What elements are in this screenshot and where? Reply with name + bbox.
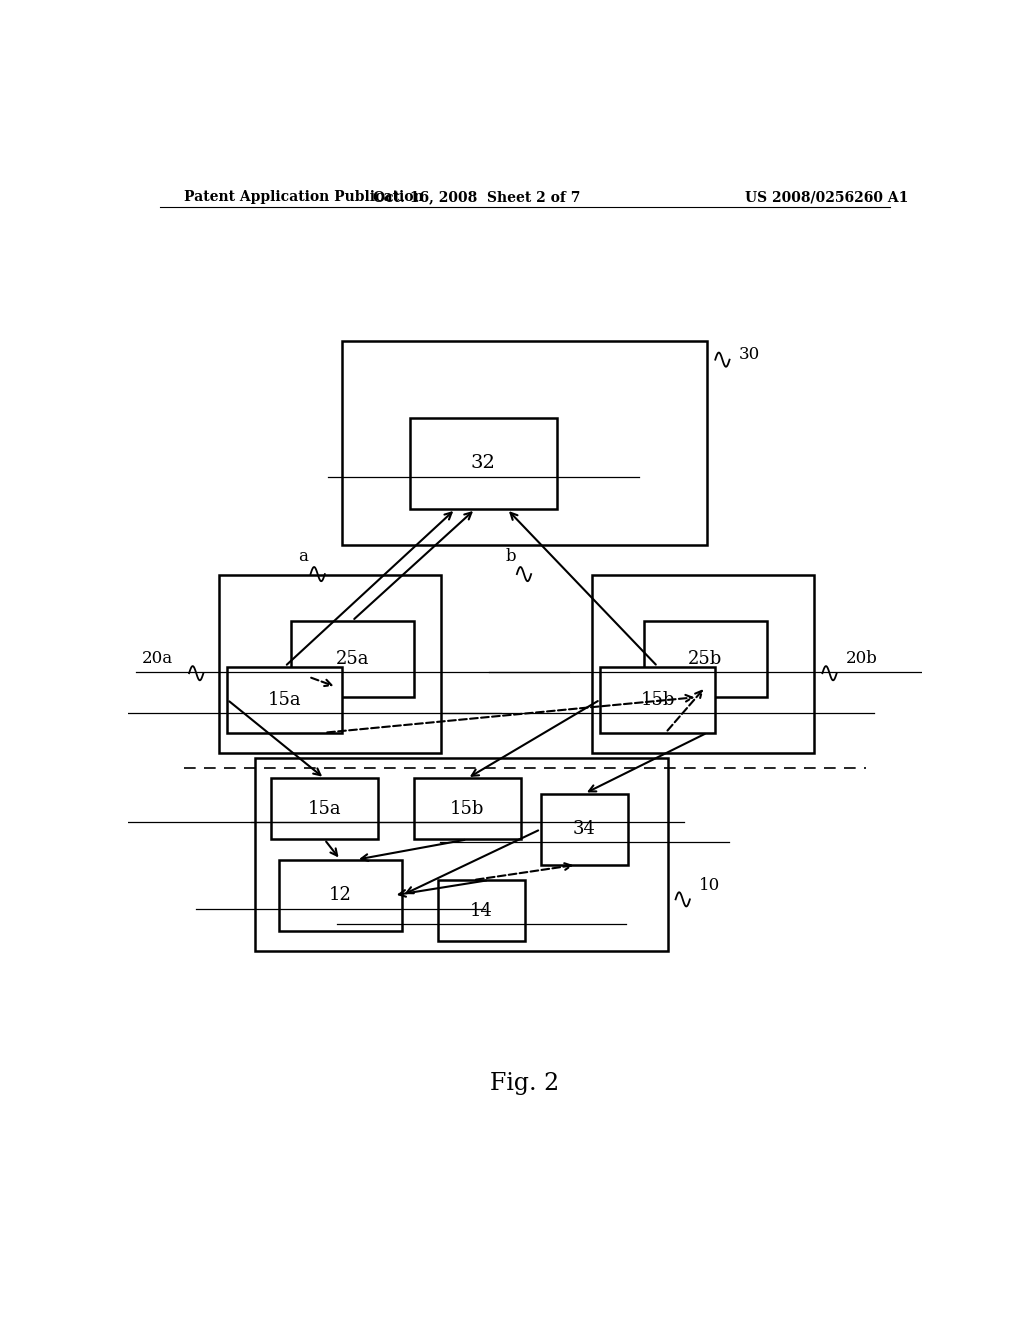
Bar <box>219 576 441 752</box>
Bar <box>227 667 342 733</box>
Text: 20a: 20a <box>142 651 173 668</box>
Bar <box>437 880 524 941</box>
Text: 10: 10 <box>699 876 721 894</box>
Bar <box>410 417 557 510</box>
Text: 32: 32 <box>471 454 496 473</box>
Bar <box>270 779 378 840</box>
Text: 25a: 25a <box>336 649 369 668</box>
Bar <box>541 793 628 865</box>
Text: US 2008/0256260 A1: US 2008/0256260 A1 <box>744 190 908 205</box>
Text: 30: 30 <box>739 346 761 363</box>
Text: a: a <box>298 548 307 565</box>
Bar <box>414 779 521 840</box>
Bar <box>644 620 767 697</box>
Text: 12: 12 <box>329 886 351 904</box>
Bar <box>291 620 414 697</box>
Text: 15b: 15b <box>451 800 484 818</box>
Bar <box>600 667 715 733</box>
Text: 14: 14 <box>470 902 493 920</box>
Bar <box>592 576 814 752</box>
Text: 20b: 20b <box>846 651 879 668</box>
Text: Patent Application Publication: Patent Application Publication <box>183 190 423 205</box>
Text: 15b: 15b <box>641 690 675 709</box>
Text: 25b: 25b <box>688 649 723 668</box>
Text: 15a: 15a <box>268 690 301 709</box>
Text: Fig. 2: Fig. 2 <box>490 1072 559 1094</box>
Text: b: b <box>505 548 516 565</box>
Text: Oct. 16, 2008  Sheet 2 of 7: Oct. 16, 2008 Sheet 2 of 7 <box>374 190 581 205</box>
Text: 34: 34 <box>572 820 596 838</box>
Text: 15a: 15a <box>307 800 341 818</box>
Bar <box>279 859 401 931</box>
Bar <box>342 342 708 545</box>
Bar <box>255 758 668 952</box>
